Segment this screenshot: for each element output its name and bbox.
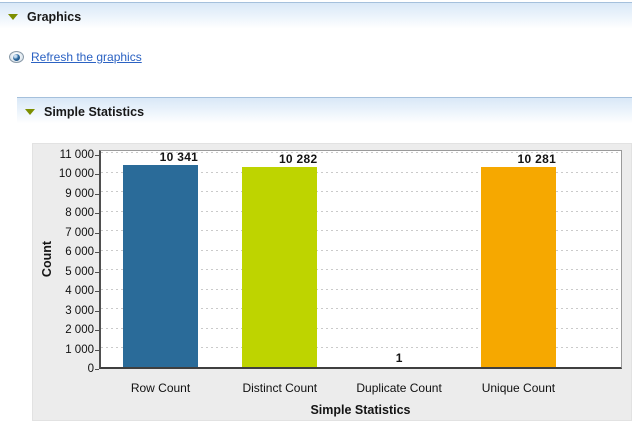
y-tick-mark: [95, 174, 99, 175]
section-header-simple-statistics[interactable]: Simple Statistics: [17, 97, 632, 125]
gridline: [101, 269, 621, 270]
bar-value-label: 10 341: [159, 150, 199, 164]
bar-value-label: 10 281: [517, 152, 557, 166]
bar-value-label: 10 282: [278, 152, 318, 166]
refresh-graphics-link[interactable]: Refresh the graphics: [31, 50, 142, 64]
gridline: [101, 230, 621, 231]
x-category-label: Duplicate Count: [356, 381, 442, 395]
y-tick-label: 5 000: [65, 265, 94, 278]
section-title-graphics: Graphics: [27, 9, 82, 24]
y-tick-label: 6 000: [65, 246, 94, 258]
y-tick-mark: [95, 252, 99, 253]
gridline: [101, 327, 621, 329]
x-category-label: Unique Count: [481, 381, 556, 395]
y-tick-label: 11 000: [59, 148, 94, 161]
x-axis-title: Simple Statistics: [310, 403, 411, 417]
refresh-graphics-row: Refresh the graphics: [9, 49, 142, 65]
gridline: [101, 308, 621, 309]
gridline: [101, 191, 621, 192]
y-tick-mark: [95, 369, 99, 370]
x-category-label: Distinct Count: [242, 381, 318, 395]
eye-icon[interactable]: [9, 51, 24, 63]
bar-value-label: 1: [395, 351, 403, 365]
gridline: [101, 347, 621, 348]
gridline: [101, 249, 621, 251]
y-tick-label: 10 000: [58, 168, 94, 180]
y-tick-label: 7 000: [65, 226, 94, 239]
y-tick-label: 8 000: [65, 207, 94, 219]
y-tick-mark: [95, 232, 99, 234]
y-tick-label: 1 000: [65, 343, 94, 356]
collapse-triangle-icon[interactable]: [8, 13, 18, 20]
gridline: [101, 152, 621, 153]
gridline: [101, 171, 621, 173]
y-tick-mark: [95, 154, 99, 156]
y-tick-label: 2 000: [65, 324, 94, 336]
bar-unique-count[interactable]: [481, 167, 557, 367]
collapse-triangle-icon[interactable]: [25, 108, 35, 115]
section-title-simple-statistics: Simple Statistics: [44, 104, 145, 119]
bar-distinct-count[interactable]: [242, 167, 318, 367]
y-tick-mark: [95, 271, 99, 273]
y-tick-mark: [95, 349, 99, 351]
y-tick-mark: [95, 330, 99, 331]
simple-statistics-chart-panel: Count 10 341 10 282 1 10 281 Simple Statist…: [32, 143, 632, 421]
y-tick-mark: [95, 291, 99, 292]
plot-area: 10 341 10 282 1 10 281: [99, 150, 622, 369]
y-tick-mark: [95, 310, 99, 312]
y-tick-label: 9 000: [65, 187, 94, 200]
y-tick-label: 3 000: [65, 304, 94, 317]
x-category-label: Row Count: [130, 381, 191, 395]
y-tick-mark: [95, 193, 99, 195]
bar-row-count[interactable]: [123, 165, 199, 367]
gridline: [101, 210, 621, 212]
gridline: [101, 288, 621, 290]
section-header-graphics[interactable]: Graphics: [0, 2, 632, 30]
y-tick-label: 0: [87, 363, 94, 375]
y-tick-label: 4 000: [65, 285, 94, 297]
y-tick-mark: [95, 213, 99, 214]
